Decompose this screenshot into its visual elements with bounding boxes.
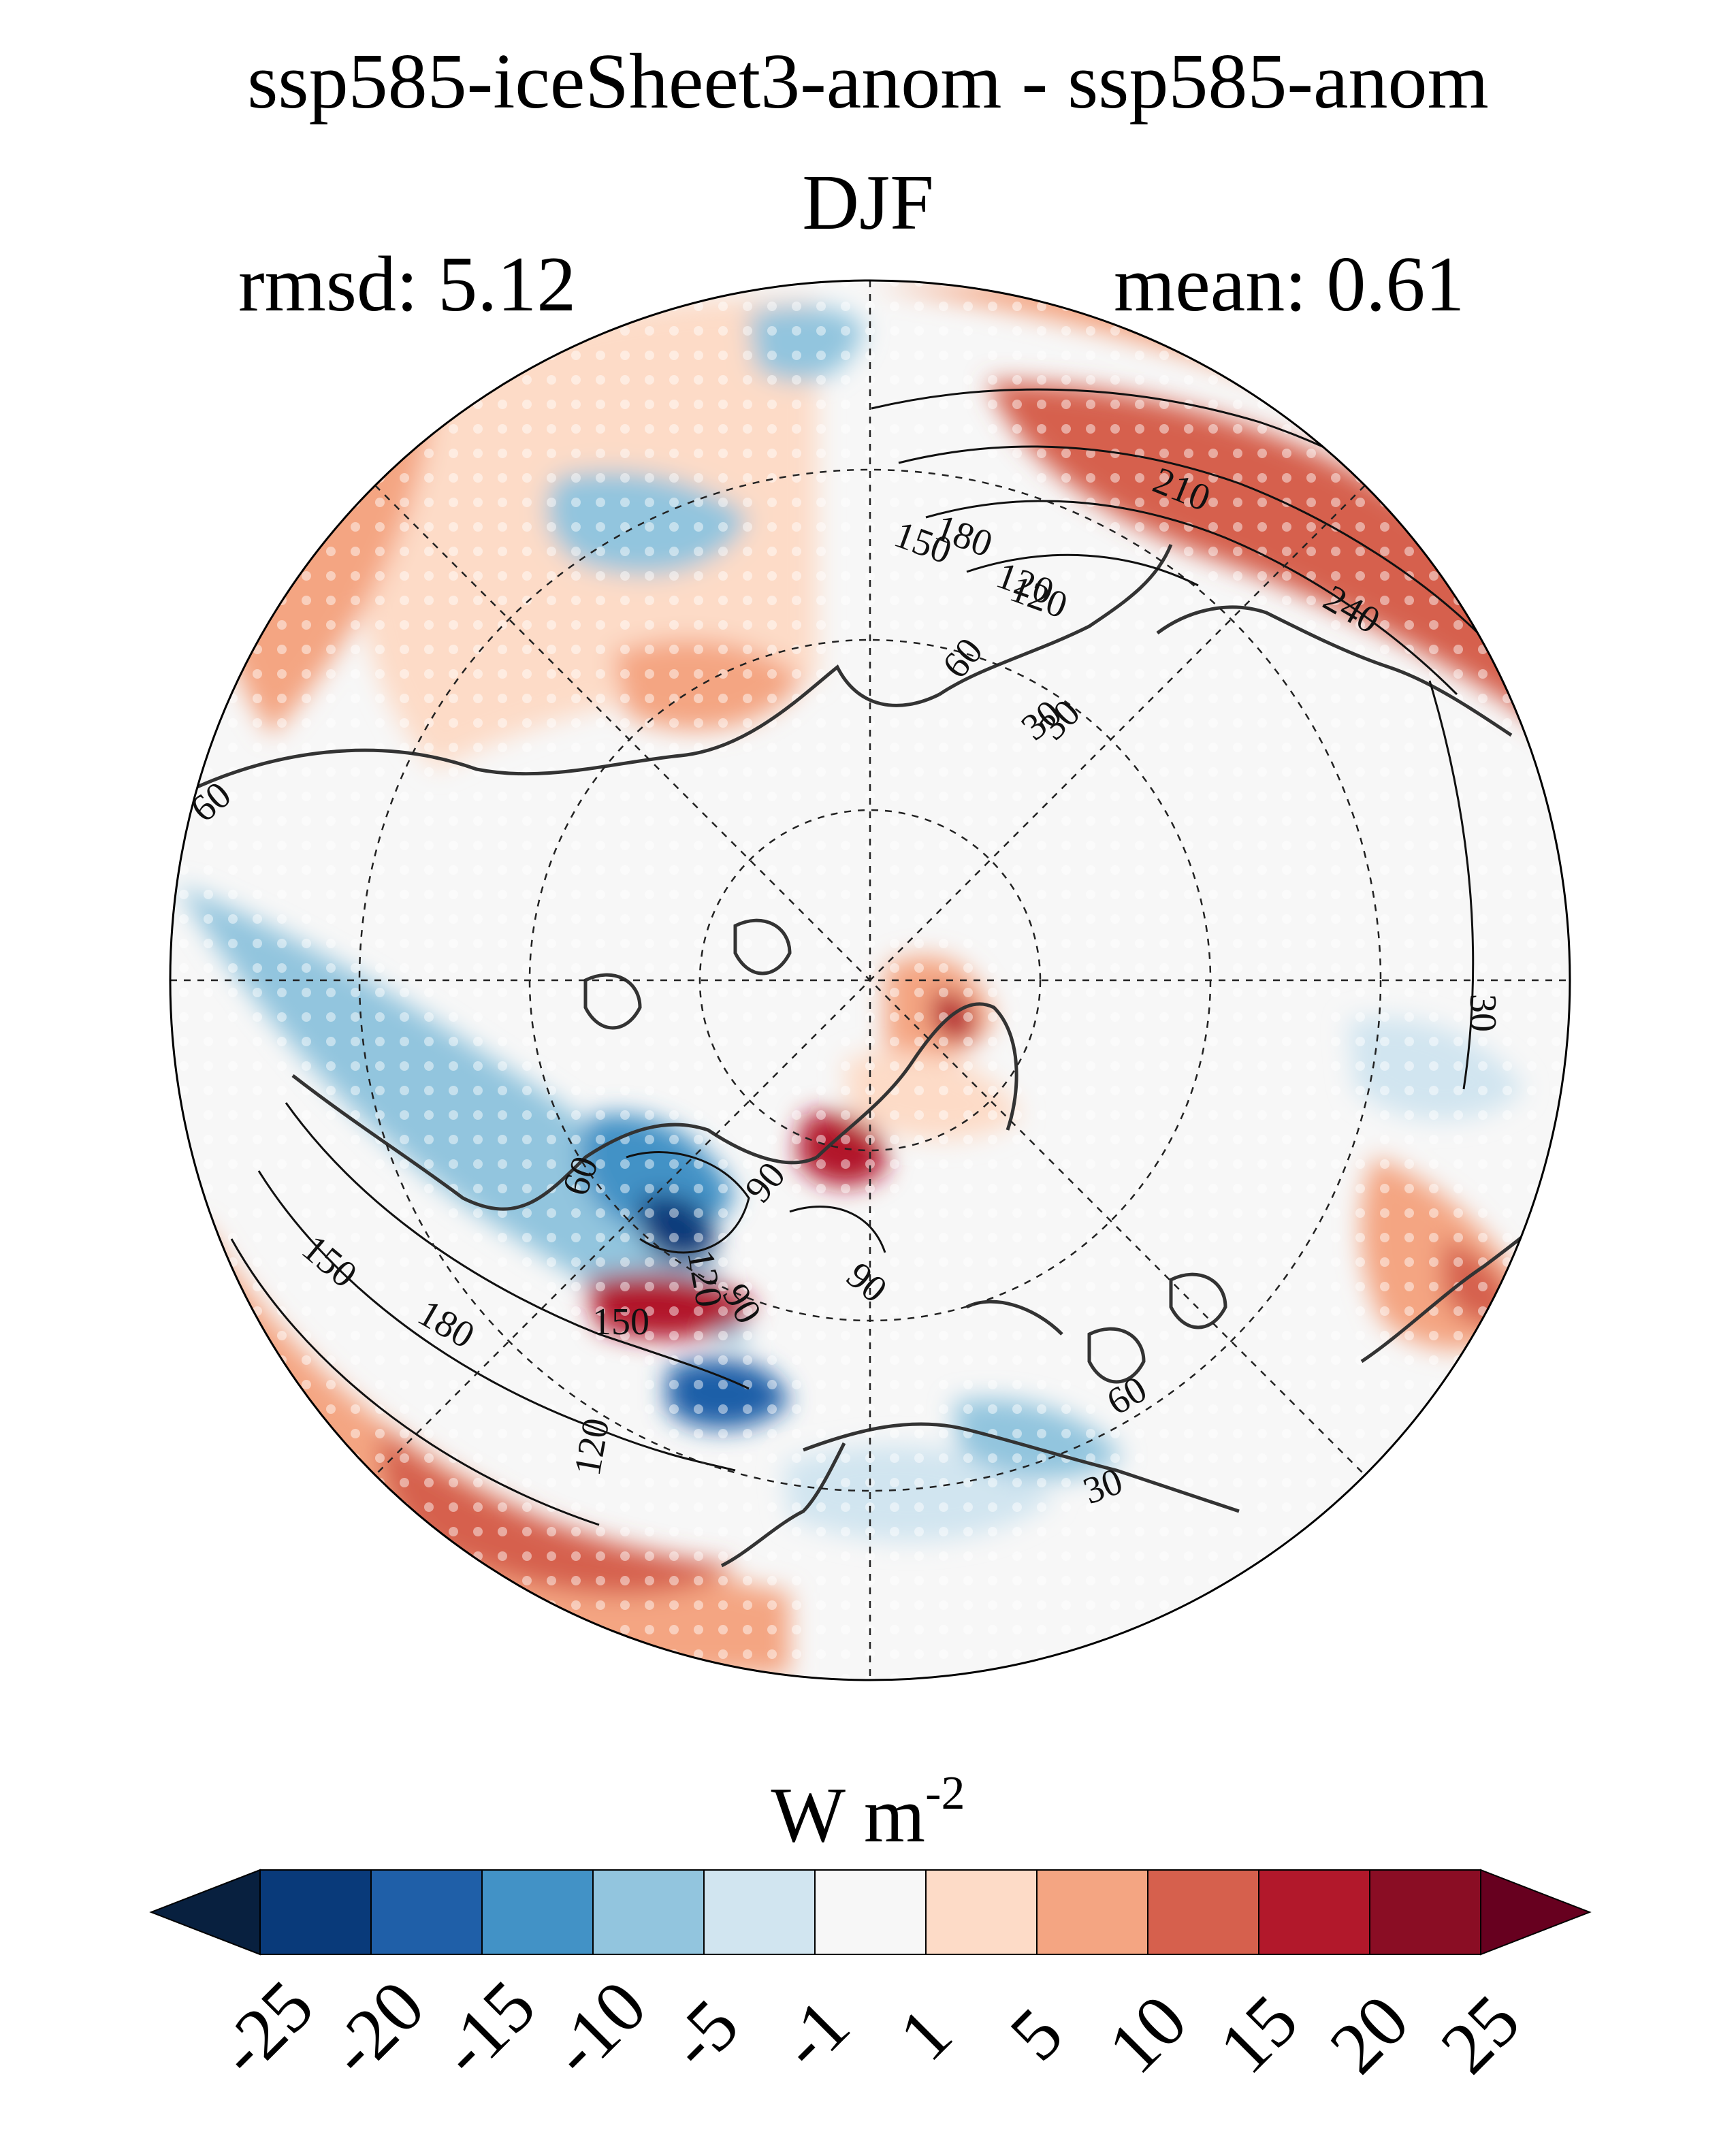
colorbar-segment (1258, 1869, 1370, 1955)
contour-label: 150 (592, 1301, 649, 1343)
units-exponent: -2 (925, 1767, 965, 1820)
colorbar-segment (259, 1869, 372, 1955)
colorbar-segment (592, 1869, 705, 1955)
rmsd-label: rmsd: 5.12 (238, 241, 577, 328)
contour-lines (230, 388, 1533, 1526)
units-label: W m-2 (0, 1767, 1736, 1856)
mean-label: mean: 0.61 (1114, 241, 1465, 328)
colorbar-over-triangle (1480, 1869, 1592, 1956)
colorbar-segment (1036, 1869, 1148, 1955)
contour-label: 120 (679, 1246, 730, 1310)
contour-label: 30 (1462, 994, 1504, 1032)
colorbar-segment (814, 1869, 927, 1955)
plot-title: ssp585-iceSheet3-anom - ssp585-anom (247, 38, 1489, 125)
colorbar-segment (481, 1869, 594, 1955)
map-boundary (169, 279, 1571, 1681)
polar-map: 210 240 180 150 120 60 30 60 30 150 180 … (169, 279, 1571, 1681)
map-field (170, 280, 1570, 1680)
contour-label: 120 (566, 1415, 618, 1479)
colorbar-segment (703, 1869, 816, 1955)
colorbar-segment (1369, 1869, 1481, 1955)
colorbar-segment (1147, 1869, 1259, 1955)
colorbar-segment (925, 1869, 1038, 1955)
season-label: DJF (802, 159, 934, 246)
units-base: W m (771, 1772, 926, 1859)
colorbar-under-triangle (149, 1869, 261, 1956)
colorbar-segment (370, 1869, 483, 1955)
coastlines (176, 544, 1567, 1568)
graticule (170, 280, 1570, 1680)
